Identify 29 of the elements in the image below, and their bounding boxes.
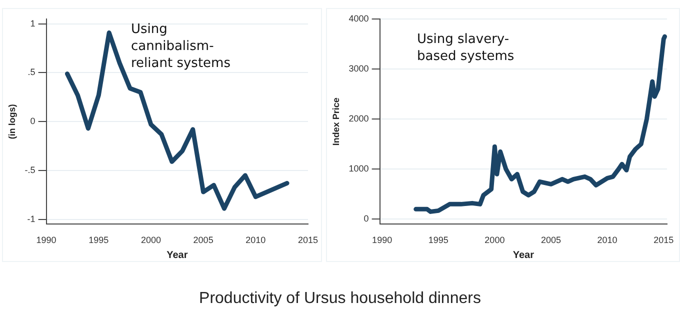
y-tick-label: -1 bbox=[27, 214, 36, 224]
y-tick-label: -.5 bbox=[24, 164, 36, 175]
y-tick-label: 4000 bbox=[348, 13, 369, 24]
x-tick-label: 2000 bbox=[140, 235, 161, 246]
text: Using slavery-based systems bbox=[417, 31, 516, 65]
y-axis-title: Index Price bbox=[330, 98, 341, 146]
x-tick-label: 2015 bbox=[654, 235, 674, 246]
y-tick-label: 3000 bbox=[348, 64, 369, 74]
x-tick-label: 2005 bbox=[193, 235, 214, 246]
x-tick-label: 1995 bbox=[88, 235, 109, 246]
x-tick-label: 2000 bbox=[484, 235, 505, 246]
y-tick-label: .5 bbox=[28, 67, 36, 78]
x-tick-label: 1990 bbox=[372, 235, 392, 246]
x-axis-title: Year bbox=[166, 250, 188, 261]
x-axis-title: Year bbox=[512, 250, 534, 261]
x-tick-label: 2005 bbox=[540, 235, 562, 246]
text: Using cannibalism-reliant systems bbox=[131, 21, 232, 72]
x-tick-label: 1990 bbox=[36, 235, 56, 246]
x-tick-label: 2010 bbox=[246, 235, 266, 246]
y-tick-label: 0 bbox=[364, 214, 369, 224]
y-axis-title: (in logs) bbox=[6, 104, 17, 140]
text: Productivity of Ursus household dinners bbox=[198, 290, 482, 308]
y-tick-label: 1000 bbox=[348, 164, 369, 174]
y-tick-label: 1 bbox=[30, 18, 36, 28]
y-tick-label: 0 bbox=[30, 116, 36, 126]
x-tick-label: 1995 bbox=[428, 235, 448, 246]
x-tick-label: 2010 bbox=[597, 235, 618, 246]
x-tick-label: 2015 bbox=[298, 235, 318, 246]
y-tick-label: 2000 bbox=[348, 114, 369, 124]
